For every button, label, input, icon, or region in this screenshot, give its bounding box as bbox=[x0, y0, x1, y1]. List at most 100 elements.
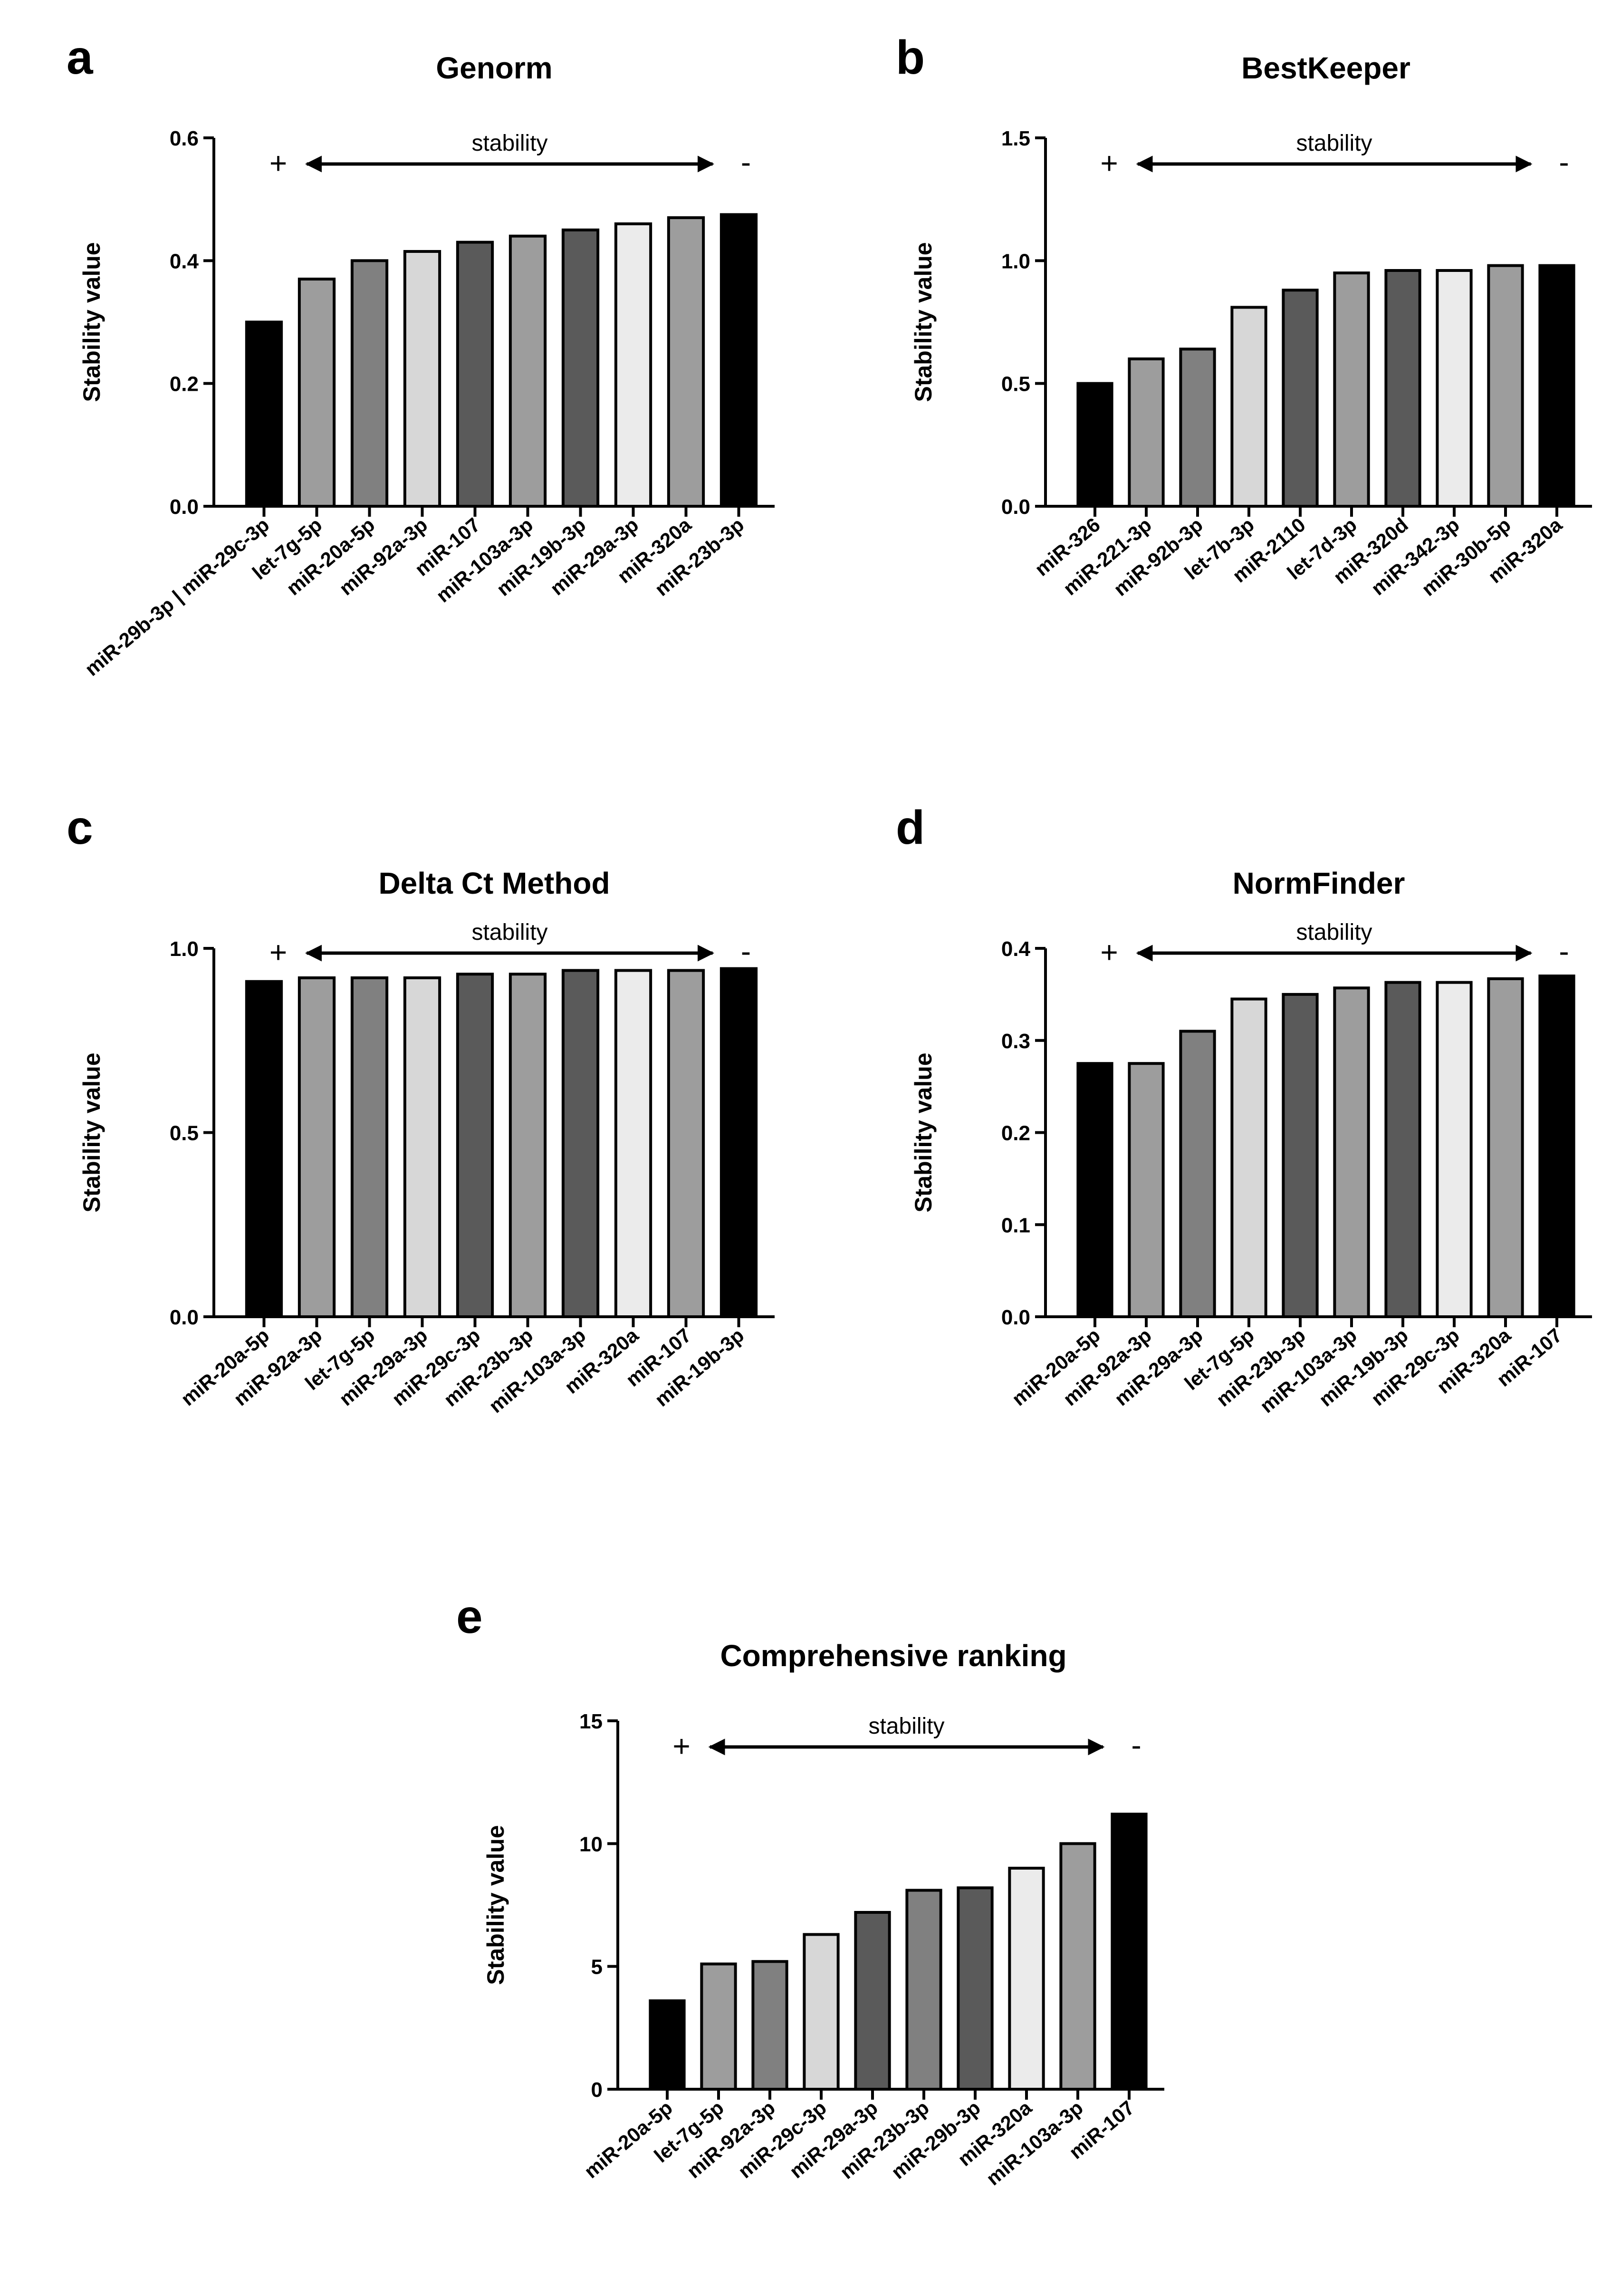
bar-miR-23b-3p bbox=[905, 1889, 942, 2091]
y-tick-label: 1.0 bbox=[1001, 250, 1030, 273]
bar-miR-29a-3p bbox=[854, 1911, 891, 2091]
y-tick-label: 1.5 bbox=[1001, 127, 1030, 150]
y-tick-label: 0.4 bbox=[170, 250, 199, 273]
y-tick-label: 0.0 bbox=[1001, 495, 1030, 519]
bar-miR-92b-3p bbox=[1179, 347, 1216, 508]
bar-miR-29c-3p bbox=[456, 973, 494, 1318]
x-tick-label: miR-29b-3p | miR-29c-3p bbox=[81, 513, 274, 681]
bar-miR-107 bbox=[1538, 974, 1575, 1318]
bar-miR-326 bbox=[1076, 382, 1113, 508]
y-tick-label: 0.5 bbox=[1001, 373, 1030, 396]
bar-let-7g-5p bbox=[1230, 997, 1267, 1318]
plus-sign: + bbox=[269, 935, 287, 969]
panel-label: a bbox=[67, 31, 94, 84]
bar-miR-19b-3p bbox=[1384, 981, 1421, 1318]
chart-title: BestKeeper bbox=[1241, 51, 1410, 85]
stability-label: stability bbox=[868, 1714, 944, 1739]
panel-label: b bbox=[896, 31, 925, 84]
stability-label: stability bbox=[471, 131, 547, 156]
stability-label: stability bbox=[1296, 920, 1372, 945]
bar-miR-29c-3p bbox=[803, 1933, 840, 2091]
plus-sign: + bbox=[269, 146, 287, 180]
y-tick-label: 0.2 bbox=[170, 373, 199, 396]
bar-miR-92a-3p bbox=[751, 1960, 788, 2091]
bar-miR-320a bbox=[1487, 977, 1524, 1318]
y-axis-label: Stability value bbox=[910, 1052, 937, 1212]
y-tick-label: 5 bbox=[591, 1956, 603, 1979]
bar-miR-103a-3p bbox=[1059, 1842, 1096, 2091]
chart-panel-d: d NormFinder 0.0 0.1 0.2 0.3 0.4 Stability valu… bbox=[896, 801, 1592, 1417]
chart-title: NormFinder bbox=[1233, 866, 1405, 900]
bar-let-7g-5p bbox=[350, 976, 389, 1318]
bar-miR-29a-3p bbox=[1179, 1030, 1216, 1318]
bar-miR-103a-3p bbox=[508, 234, 547, 508]
bar-miR-103a-3p bbox=[1333, 986, 1370, 1318]
bar-miR-342-3p bbox=[1436, 269, 1473, 508]
bar-miR-20a-5p bbox=[649, 1999, 686, 2091]
plus-sign: + bbox=[672, 1729, 690, 1763]
minus-sign: - bbox=[1131, 1728, 1141, 1762]
bar-miR-320a bbox=[667, 216, 705, 508]
bar-miR-20a-5p bbox=[245, 980, 283, 1318]
bar-miR-92a-3p bbox=[297, 976, 336, 1318]
y-axis-label: Stability value bbox=[910, 242, 937, 402]
y-tick-label: 0.0 bbox=[170, 1306, 199, 1329]
y-tick-label: 0.0 bbox=[1001, 1306, 1030, 1329]
y-axis-label: Stability value bbox=[78, 242, 105, 402]
bar-miR-103a-3p bbox=[561, 969, 600, 1318]
bar-let-7d-3p bbox=[1333, 271, 1370, 508]
panel-label: d bbox=[896, 801, 925, 854]
minus-sign: - bbox=[741, 934, 751, 968]
bar-miR-92a-3p bbox=[403, 250, 441, 508]
y-tick-label: 0.1 bbox=[1001, 1214, 1030, 1237]
bar-miR-30b-5p bbox=[1487, 264, 1524, 508]
minus-sign: - bbox=[1559, 934, 1569, 968]
chart-panel-c: c Delta Ct Method 0.0 0.5 1.0 Stability value… bbox=[67, 801, 775, 1417]
bar-miR-107 bbox=[667, 969, 705, 1318]
bar-let-7g-5p bbox=[700, 1962, 737, 2091]
bar-miR-23b-3p bbox=[508, 973, 547, 1318]
panel-label: c bbox=[67, 801, 93, 854]
bar-miR-29a-3p bbox=[403, 976, 441, 1318]
y-tick-label: 15 bbox=[579, 1710, 603, 1733]
y-tick-label: 0.0 bbox=[170, 495, 199, 519]
bar-miR-107 bbox=[1111, 1813, 1148, 2091]
chart-panel-e: e Comprehensive ranking 0 5 10 15 Stability va… bbox=[456, 1590, 1164, 2190]
y-axis-label: Stability value bbox=[482, 1825, 509, 1985]
bar-miR-2110 bbox=[1282, 289, 1319, 508]
bar-let-7b-3p bbox=[1230, 306, 1267, 508]
y-tick-label: 1.0 bbox=[170, 937, 199, 961]
y-tick-label: 0.6 bbox=[170, 127, 199, 150]
chart-title: Delta Ct Method bbox=[378, 866, 610, 900]
stability-label: stability bbox=[471, 920, 547, 945]
bar-miR-20a-5p bbox=[1076, 1062, 1113, 1318]
y-axis-label: Stability value bbox=[78, 1052, 105, 1212]
plus-sign: + bbox=[1100, 146, 1118, 180]
bar-miR-29c-3p bbox=[1436, 981, 1473, 1318]
bar-miR-19b-3p bbox=[719, 967, 758, 1318]
bar-miR-20a-5p bbox=[350, 259, 389, 508]
y-tick-label: 0.3 bbox=[1001, 1030, 1030, 1053]
bar-miR-320d bbox=[1384, 269, 1421, 508]
bar-miR-320a bbox=[1008, 1867, 1045, 2091]
stability-label: stability bbox=[1296, 131, 1372, 156]
bar-miR-23b-3p bbox=[1282, 993, 1319, 1318]
y-tick-label: 0.4 bbox=[1001, 937, 1031, 961]
plus-sign: + bbox=[1100, 935, 1118, 969]
y-tick-label: 0.5 bbox=[170, 1122, 199, 1145]
chart-title: Genorm bbox=[436, 51, 552, 85]
bar-miR-29b-3p bbox=[957, 1886, 994, 2091]
minus-sign: - bbox=[741, 145, 751, 179]
bar-miR-19b-3p bbox=[561, 228, 600, 508]
bar-miR-23b-3p bbox=[719, 213, 758, 508]
bar-let-7g-5p bbox=[297, 278, 336, 508]
bar-miR-320a bbox=[614, 969, 652, 1318]
bar-miR-29b-3p | miR-29c-3p bbox=[245, 320, 283, 508]
bar-miR-320a bbox=[1538, 264, 1575, 508]
chart-title: Comprehensive ranking bbox=[720, 1639, 1066, 1673]
y-tick-label: 0 bbox=[591, 2078, 603, 2102]
bar-miR-29a-3p bbox=[614, 222, 652, 508]
minus-sign: - bbox=[1559, 145, 1569, 179]
